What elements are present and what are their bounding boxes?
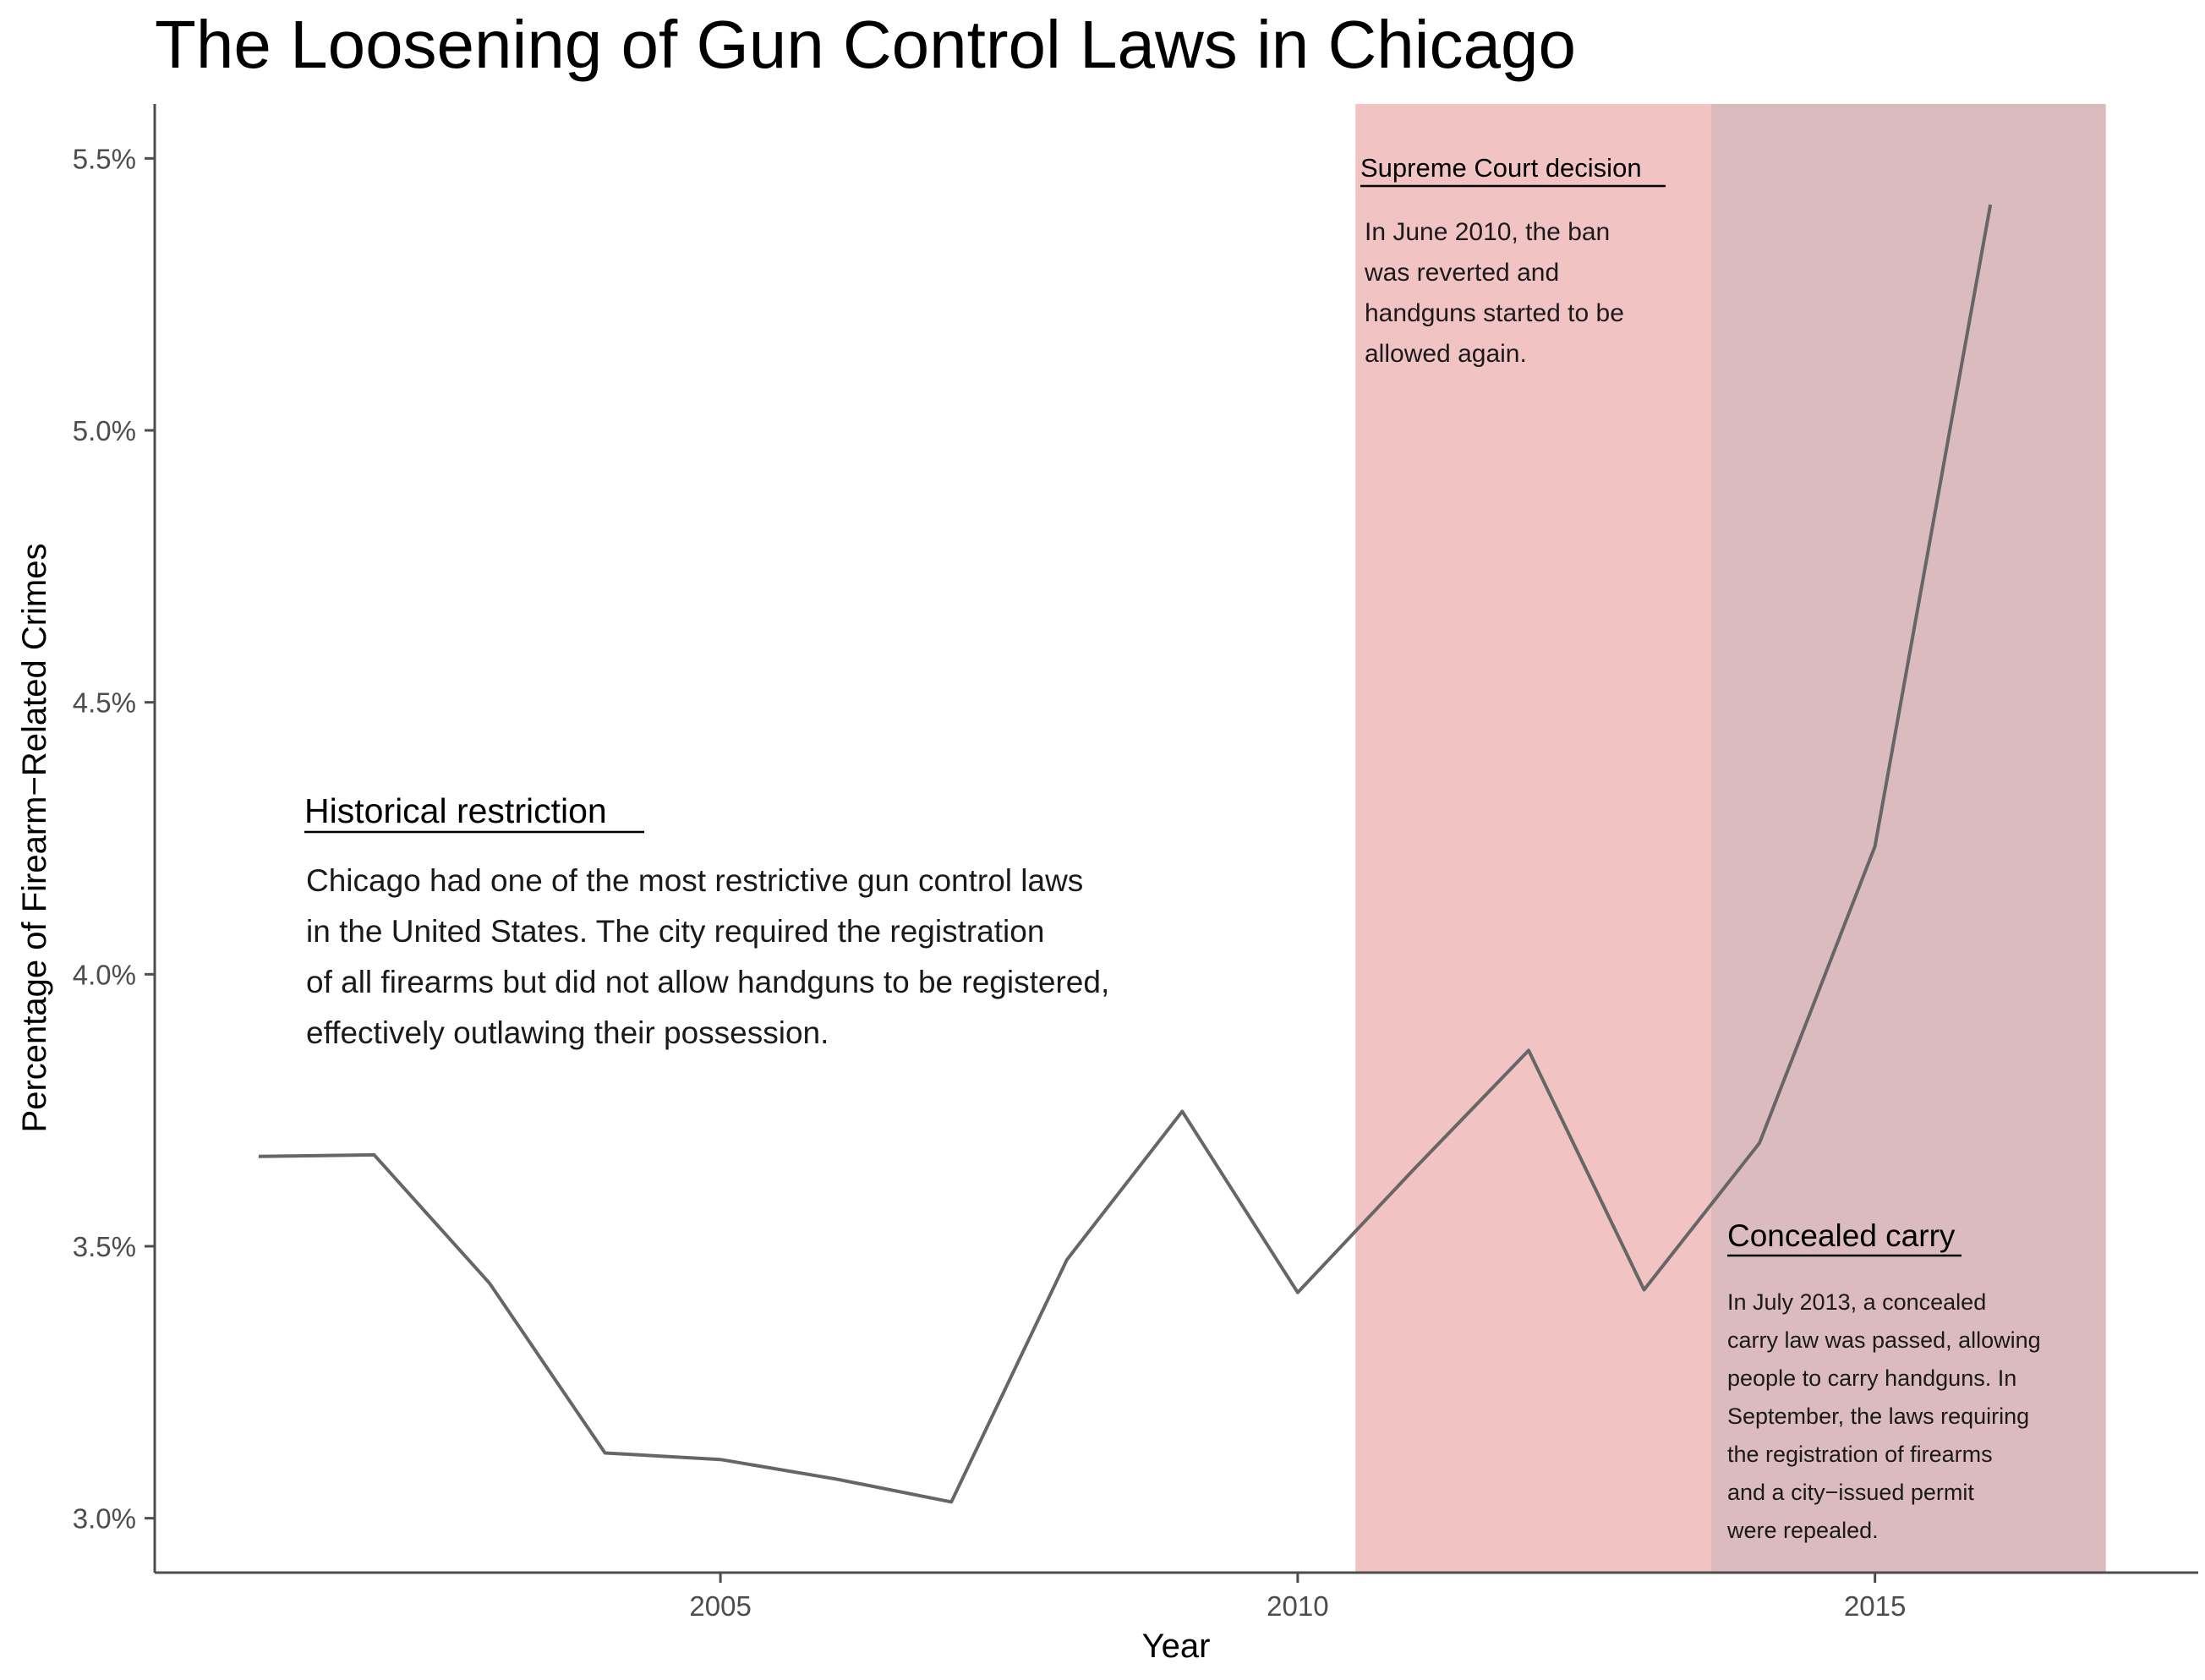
series-line bbox=[258, 204, 1993, 1504]
x-ticks: 2005 2010 2015 bbox=[689, 1573, 1906, 1622]
annotation-historical: Historical restriction Chicago had one of… bbox=[304, 791, 1109, 1050]
annotation-concealed: Concealed carry In July 2013, a concealed… bbox=[1726, 1218, 2041, 1543]
annotation-text-line: allowed again. bbox=[1365, 340, 1527, 368]
chart-title: The Loosening of Gun Control Laws in Chi… bbox=[155, 7, 1576, 82]
annotation-heading: Concealed carry bbox=[1727, 1218, 1956, 1253]
annotation-text-line: and a city−issued permit bbox=[1727, 1480, 1974, 1505]
annotation-text-line: in the United States. The city required … bbox=[306, 914, 1044, 949]
y-axis-title: Percentage of Firearm−Related Crimes bbox=[16, 544, 53, 1133]
annotation-text-line: carry law was passed, allowing bbox=[1727, 1327, 2041, 1353]
annotation-text-line: people to carry handguns. In bbox=[1727, 1365, 2016, 1391]
annotation-text-line: In July 2013, a concealed bbox=[1727, 1289, 1986, 1315]
y-ticks: 3.0% 3.5% 4.0% 4.5% 5.0% 5.5% bbox=[73, 143, 155, 1535]
annotation-text-line: handguns started to be bbox=[1365, 299, 1624, 327]
y-tick-label: 5.5% bbox=[73, 143, 136, 174]
y-tick-label: 4.0% bbox=[73, 959, 136, 990]
x-tick-label: 2010 bbox=[1267, 1590, 1328, 1622]
annotation-text-line: was reverted and bbox=[1364, 259, 1559, 287]
annotation-text-line: September, the laws requiring bbox=[1727, 1404, 2029, 1429]
annotation-text-line: In June 2010, the ban bbox=[1365, 218, 1610, 246]
annotation-heading: Historical restriction bbox=[304, 791, 607, 830]
annotations: Historical restriction Chicago had one of… bbox=[304, 153, 2041, 1543]
x-tick-label: 2005 bbox=[689, 1590, 751, 1622]
highlight-regions bbox=[1355, 104, 2106, 1573]
y-tick-label: 4.5% bbox=[73, 687, 136, 719]
annotation-supreme: Supreme Court decision In June 2010, the … bbox=[1360, 153, 1666, 368]
annotation-text-line: were repealed. bbox=[1726, 1518, 1879, 1543]
highlight-region-1 bbox=[1355, 104, 1711, 1573]
annotation-text-line: of all firearms but did not allow handgu… bbox=[306, 965, 1109, 999]
annotation-text-line: Chicago had one of the most restrictive … bbox=[306, 863, 1083, 898]
highlight-region-2 bbox=[1710, 104, 2106, 1573]
y-tick-label: 5.0% bbox=[73, 415, 136, 446]
annotation-heading: Supreme Court decision bbox=[1360, 153, 1642, 183]
y-tick-label: 3.0% bbox=[73, 1503, 136, 1535]
y-tick-label: 3.5% bbox=[73, 1231, 136, 1262]
x-tick-label: 2015 bbox=[1844, 1590, 1906, 1622]
axes bbox=[153, 104, 2198, 1574]
annotation-text-line: effectively outlawing their possession. bbox=[306, 1015, 829, 1050]
annotation-text-line: the registration of firearms bbox=[1727, 1442, 1993, 1467]
x-axis-title: Year bbox=[1142, 1628, 1211, 1665]
